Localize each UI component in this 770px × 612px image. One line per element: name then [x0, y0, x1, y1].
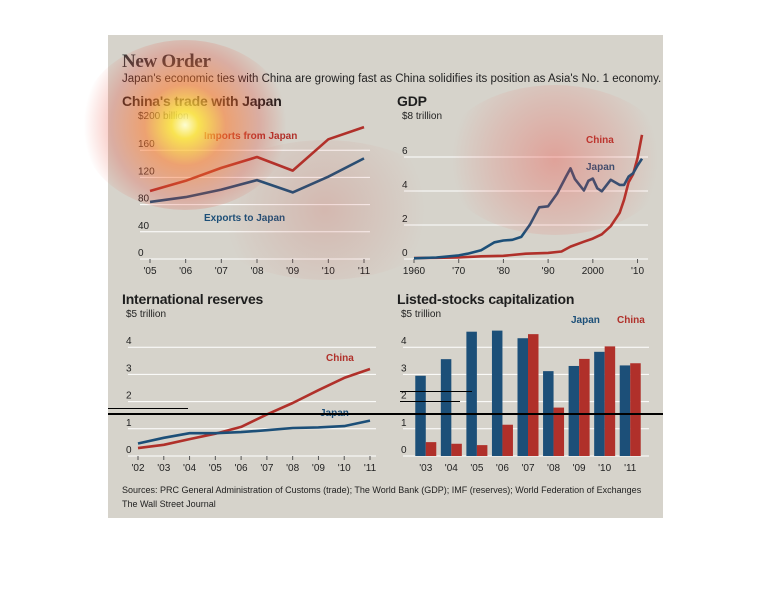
trade-y-tick: 0 [138, 248, 144, 259]
stocks-unit-label: $5 trillion [401, 309, 441, 320]
stocks-china-bar [630, 363, 641, 456]
trade-x-tick: '05 [143, 266, 156, 277]
reserves-x-tick: '07 [260, 463, 273, 474]
stocks-y-tick: 1 [401, 418, 407, 429]
reserves-y-tick: 4 [126, 336, 132, 347]
stocks-x-tick: '11 [624, 463, 637, 474]
gdp-x-tick: 2000 [582, 266, 605, 277]
sources-note: Sources: PRC General Administration of C… [122, 485, 642, 495]
reserves-y-tick: 3 [126, 363, 132, 374]
reserves-x-tick: '08 [286, 463, 299, 474]
trade-x-tick: '07 [215, 266, 228, 277]
stocks-japan-bar [466, 331, 477, 456]
stocks-japan-bar [415, 375, 426, 456]
reserves-japan-line [137, 419, 371, 445]
reserves-chart-title: International reserves [122, 291, 264, 307]
gdp-x-tick: '80 [497, 266, 510, 277]
trade-y-tick: 40 [138, 221, 150, 232]
stocks-y-tick: 0 [401, 445, 407, 456]
stocks-china-bar [476, 445, 488, 456]
trade-x-tick: '10 [322, 266, 335, 277]
credit-note: The Wall Street Journal [122, 499, 216, 509]
stocks-x-tick: '03 [419, 463, 432, 474]
stocks-china-label: China [617, 315, 645, 326]
reserves-china-label: China [326, 353, 354, 364]
trade-x-tick: '08 [250, 266, 263, 277]
scan-line [400, 401, 460, 402]
trade-x-tick: '09 [286, 266, 299, 277]
gdp-y-tick: 4 [402, 180, 408, 191]
infographic-panel: New Order Japan's economic ties with Chi… [108, 35, 663, 518]
gdp-unit-label: $8 trillion [402, 111, 442, 122]
reserves-x-tick: '09 [312, 463, 325, 474]
trade-x-tick: '06 [179, 266, 192, 277]
stocks-x-tick: '06 [496, 463, 509, 474]
stocks-x-tick: '09 [573, 463, 586, 474]
gdp-x-tick: '90 [542, 266, 555, 277]
reserves-china-line [137, 367, 371, 450]
stocks-japan-label: Japan [571, 315, 600, 326]
gdp-y-tick: 2 [402, 214, 408, 225]
reserves-x-tick: '03 [157, 463, 170, 474]
stocks-y-tick: 4 [401, 336, 407, 347]
reserves-x-tick: '10 [338, 463, 351, 474]
stocks-x-tick: '05 [470, 463, 483, 474]
stocks-japan-bar [594, 351, 605, 456]
gdp-x-tick: 1960 [403, 266, 426, 277]
stocks-china-bar [604, 346, 616, 456]
trade-imports-label: Imports from Japan [204, 131, 297, 142]
gdp-china-label: China [586, 135, 614, 146]
stocks-china-bar [451, 443, 462, 456]
scan-line [400, 391, 472, 392]
stocks-japan-bar [517, 338, 528, 456]
trade-y-tick: 120 [138, 166, 155, 177]
reserves-x-tick: '02 [131, 463, 144, 474]
stocks-china-bar [528, 334, 539, 456]
stocks-china-bar [502, 424, 513, 456]
stocks-x-tick: '08 [547, 463, 560, 474]
reserves-y-tick: 0 [126, 445, 132, 456]
stocks-japan-bar [440, 359, 452, 456]
stocks-japan-bar [568, 365, 580, 456]
gdp-y-tick: 6 [402, 146, 408, 157]
trade-y-tick: 160 [138, 139, 155, 150]
stocks-x-tick: '10 [598, 463, 611, 474]
trade-y-tick: 80 [138, 194, 150, 205]
trade-x-tick: '11 [358, 266, 371, 277]
trade-exports-label: Exports to Japan [204, 213, 285, 224]
stocks-y-tick: 3 [401, 363, 407, 374]
trade-unit-label: $200 billion [138, 111, 189, 122]
gdp-japan-label: Japan [586, 162, 615, 173]
reserves-x-tick: '05 [209, 463, 222, 474]
stocks-chart-title: Listed-stocks capitalization [397, 291, 575, 307]
trade-exports-line [149, 157, 365, 204]
stocks-china-bar [579, 358, 590, 456]
stocks-x-tick: '07 [521, 463, 534, 474]
stocks-china-bar [553, 407, 565, 456]
stocks-china-bar [425, 442, 437, 456]
reserves-y-tick: 2 [126, 391, 132, 402]
stocks-japan-bar [619, 365, 631, 456]
scan-line [108, 413, 663, 415]
reserves-x-tick: '11 [364, 463, 377, 474]
stocks-japan-bar [491, 330, 503, 456]
gdp-chart-title: GDP [397, 93, 427, 109]
stocks-y-tick: 2 [401, 391, 407, 402]
gdp-japan-line [413, 157, 644, 260]
gdp-y-tick: 0 [402, 248, 408, 259]
gdp-x-tick: '70 [452, 266, 465, 277]
gdp-china-line [413, 134, 644, 260]
reserves-x-tick: '06 [235, 463, 248, 474]
reserves-unit-label: $5 trillion [126, 309, 166, 320]
reserves-x-tick: '04 [183, 463, 196, 474]
reserves-y-tick: 1 [126, 418, 132, 429]
gdp-x-tick: '10 [631, 266, 644, 277]
scan-line [108, 408, 188, 409]
stocks-x-tick: '04 [445, 463, 458, 474]
